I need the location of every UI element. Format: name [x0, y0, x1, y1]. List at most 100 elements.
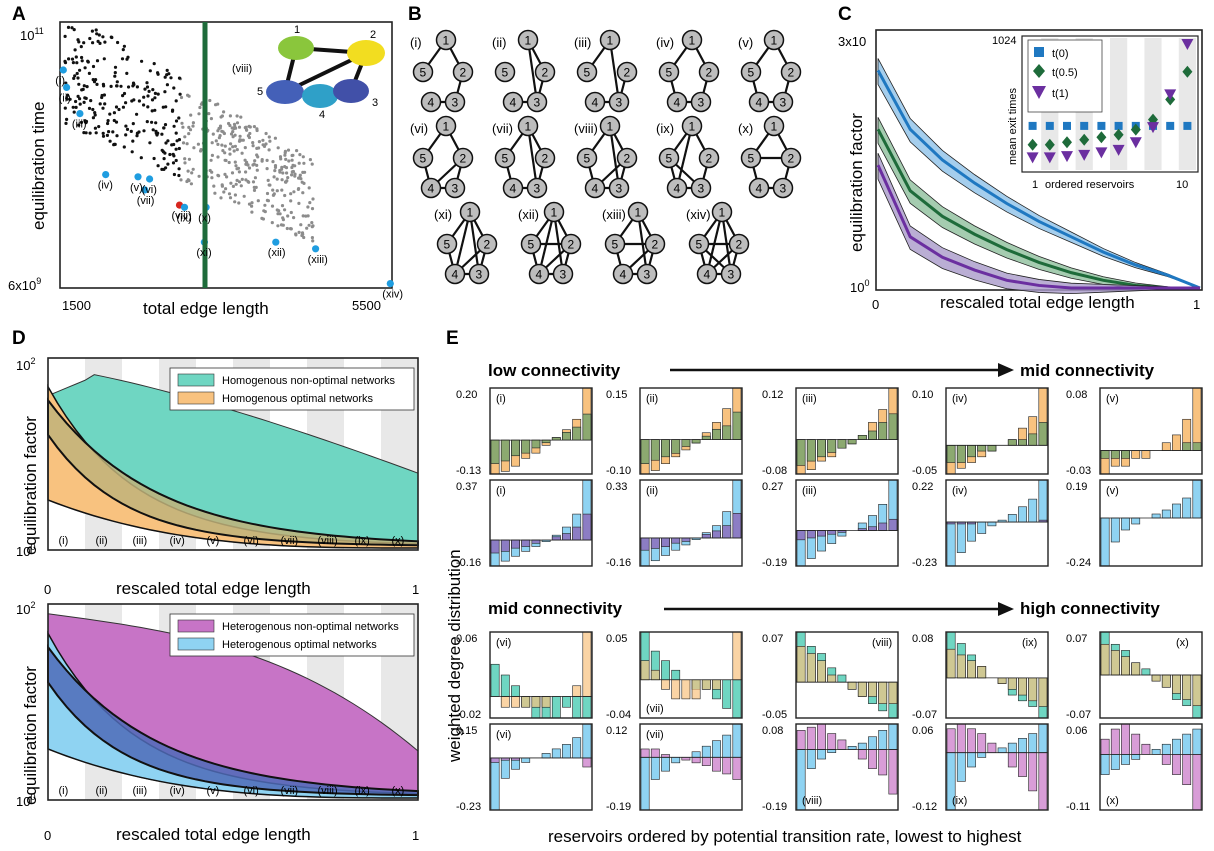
bar-subplot: 0.15 -0.10 (ii) [606, 387, 743, 477]
bar-b [1007, 439, 1017, 446]
bar-b [1018, 439, 1027, 446]
scatter-point [122, 44, 126, 48]
panel-c-ytick-bottom: 100 [850, 278, 869, 295]
subplot-label: (vi) [496, 637, 511, 649]
scatter-point [234, 126, 238, 130]
panel-c-ytick-top: 3x10 [838, 34, 866, 49]
bar-subplot: 0.12 -0.19 (vii) [606, 723, 743, 813]
scatter-point [287, 159, 291, 163]
bar-a [1131, 450, 1141, 459]
bar-a [521, 757, 531, 763]
highlighted-point [312, 245, 320, 253]
network-1: (i) 1 2 3 4 5 [410, 29, 474, 113]
scatter-point [251, 180, 256, 184]
network-node-label: 3 [616, 182, 623, 196]
scatter-point [164, 166, 168, 170]
scatter-point [217, 174, 221, 178]
scatter-point [113, 65, 118, 69]
scatter-point [286, 148, 291, 152]
axes-frame [795, 479, 899, 567]
network-node [720, 263, 742, 285]
scatter-point [199, 148, 203, 152]
scatter-point [177, 116, 181, 120]
bar-b [572, 685, 582, 697]
inset-ylabel: mean exit times [1007, 87, 1019, 165]
bar-b [732, 756, 742, 780]
inset-square-point [1028, 121, 1037, 130]
bar-a [956, 521, 966, 553]
scatter-point [121, 94, 125, 98]
panel-label-c: C [838, 4, 852, 25]
network-node [435, 29, 457, 51]
bar-a [1007, 742, 1017, 753]
scatter-point [174, 119, 179, 123]
bar-b [572, 426, 582, 441]
network-node-label: 1 [689, 34, 696, 48]
scatter-point [219, 196, 223, 200]
bar-b [868, 430, 877, 440]
scatter-point [253, 176, 257, 180]
scatter-point [135, 134, 139, 138]
bar-a [1172, 503, 1181, 519]
network-node-label: 5 [420, 66, 427, 80]
band-label: (vi) [244, 535, 259, 547]
scatter-point [87, 71, 91, 75]
network-8: (viii) 1 2 3 4 5 [574, 115, 638, 199]
bar-b [857, 681, 867, 697]
bar-b [977, 445, 987, 452]
scatter-point [166, 139, 170, 143]
scatter-point [232, 149, 236, 153]
bar-b [1110, 728, 1120, 755]
scatter-point [250, 204, 254, 208]
highlighted-point [63, 83, 71, 91]
subplot-label: (iv) [952, 485, 967, 497]
ytick-min: -0.23 [912, 557, 937, 569]
scatter-point [196, 142, 200, 146]
scatter-point [172, 142, 176, 147]
bar-a [490, 757, 500, 811]
bar-a [722, 734, 732, 758]
network-node [502, 177, 524, 199]
ytick-min: -0.19 [762, 801, 787, 813]
panel-d-bottom-ytick-bottom: 100 [16, 792, 35, 809]
bar-b [1182, 674, 1192, 700]
subplot-label: (vii) [646, 729, 664, 741]
bar-b [681, 537, 691, 542]
bar-a [562, 696, 571, 708]
legend-square-icon [1034, 47, 1044, 57]
band-label: (vii) [281, 785, 299, 797]
network-node [444, 263, 466, 285]
subplot-label: (ix) [1022, 637, 1037, 649]
network-node-label: 1 [719, 206, 726, 220]
scatter-point [198, 105, 202, 110]
bar-a [1007, 514, 1017, 523]
bar-b [1192, 674, 1202, 707]
network-node [780, 147, 802, 169]
row2-arrow-head-icon [998, 602, 1014, 616]
bar-b [956, 654, 966, 679]
band-label: (ii) [96, 785, 108, 797]
scatter-point [165, 68, 169, 72]
band-label: (iii) [133, 535, 148, 547]
axes-frame [47, 357, 419, 551]
band-label: (vi) [244, 785, 259, 797]
highlighted-point [134, 173, 142, 181]
bar-a [582, 696, 592, 719]
bar-b [1007, 752, 1017, 768]
scatter-point [199, 102, 203, 106]
bar-b [640, 439, 650, 464]
scatter-point [283, 180, 288, 184]
scatter-point [242, 194, 246, 198]
bar-b [701, 756, 711, 766]
ytick-min: -0.13 [456, 465, 481, 477]
bar-a [1131, 754, 1141, 760]
network-edge [468, 211, 481, 275]
scatter-point [227, 160, 231, 165]
scatter-point [189, 182, 193, 186]
band-label: (ix) [355, 535, 370, 547]
scatter-point [310, 162, 314, 166]
network-node-label: 1 [443, 34, 450, 48]
network-node [608, 91, 630, 113]
bar-a [1131, 517, 1141, 525]
inset-triangle-point [1112, 144, 1125, 156]
